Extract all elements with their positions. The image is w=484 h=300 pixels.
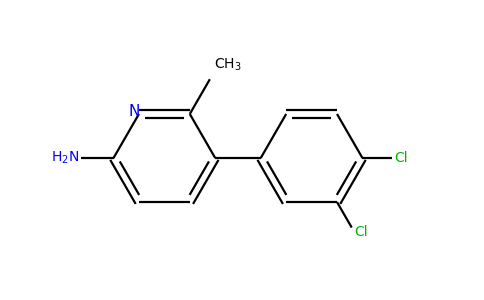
Text: N: N [129, 104, 140, 119]
Text: Cl: Cl [394, 151, 408, 165]
Text: H$_2$N: H$_2$N [50, 150, 79, 166]
Text: CH$_3$: CH$_3$ [214, 56, 242, 73]
Text: Cl: Cl [354, 225, 368, 239]
